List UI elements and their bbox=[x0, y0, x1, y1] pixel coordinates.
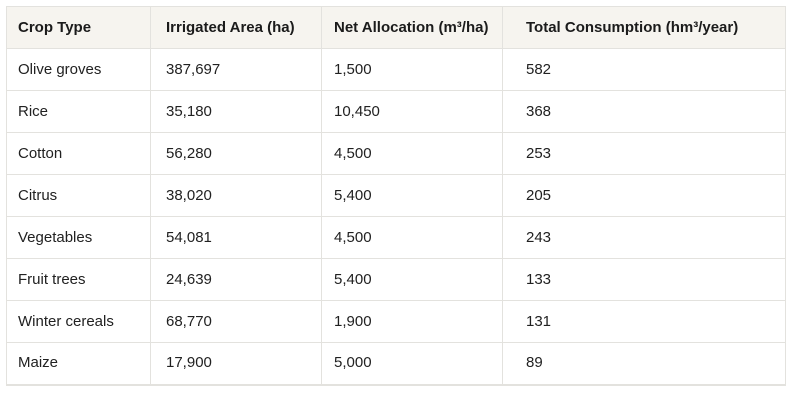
col-header-total-consumption: Total Consumption (hm³/year) bbox=[502, 6, 786, 49]
cell-total-consumption: 89 bbox=[502, 342, 786, 385]
table-row: Citrus 38,020 5,400 205 bbox=[6, 174, 786, 217]
cell-net-allocation: 4,500 bbox=[321, 132, 503, 175]
cell-irrigated-area: 38,020 bbox=[150, 174, 322, 217]
cell-irrigated-area: 56,280 bbox=[150, 132, 322, 175]
table-row: Maize 17,900 5,000 89 bbox=[6, 342, 786, 385]
cell-net-allocation: 5,400 bbox=[321, 174, 503, 217]
cell-total-consumption: 253 bbox=[502, 132, 786, 175]
crop-water-use-table: Crop Type Irrigated Area (ha) Net Alloca… bbox=[6, 6, 786, 386]
cell-irrigated-area: 24,639 bbox=[150, 258, 322, 301]
cell-crop-type: Rice bbox=[6, 90, 151, 133]
cell-total-consumption: 131 bbox=[502, 300, 786, 343]
cell-irrigated-area: 68,770 bbox=[150, 300, 322, 343]
cell-irrigated-area: 387,697 bbox=[150, 48, 322, 91]
table-row: Winter cereals 68,770 1,900 131 bbox=[6, 300, 786, 343]
cell-crop-type: Citrus bbox=[6, 174, 151, 217]
table-row: Olive groves 387,697 1,500 582 bbox=[6, 48, 786, 91]
cell-net-allocation: 1,500 bbox=[321, 48, 503, 91]
cell-crop-type: Maize bbox=[6, 342, 151, 385]
cell-total-consumption: 205 bbox=[502, 174, 786, 217]
cell-total-consumption: 582 bbox=[502, 48, 786, 91]
col-header-crop-type: Crop Type bbox=[6, 6, 151, 49]
cell-crop-type: Winter cereals bbox=[6, 300, 151, 343]
table-row: Fruit trees 24,639 5,400 133 bbox=[6, 258, 786, 301]
cell-net-allocation: 5,400 bbox=[321, 258, 503, 301]
col-header-irrigated-area: Irrigated Area (ha) bbox=[150, 6, 322, 49]
cell-total-consumption: 243 bbox=[502, 216, 786, 259]
cell-crop-type: Fruit trees bbox=[6, 258, 151, 301]
cell-net-allocation: 5,000 bbox=[321, 342, 503, 385]
cell-crop-type: Cotton bbox=[6, 132, 151, 175]
cell-irrigated-area: 54,081 bbox=[150, 216, 322, 259]
cell-irrigated-area: 35,180 bbox=[150, 90, 322, 133]
cell-total-consumption: 368 bbox=[502, 90, 786, 133]
table-row: Vegetables 54,081 4,500 243 bbox=[6, 216, 786, 259]
table-row: Cotton 56,280 4,500 253 bbox=[6, 132, 786, 175]
cell-irrigated-area: 17,900 bbox=[150, 342, 322, 385]
cell-crop-type: Vegetables bbox=[6, 216, 151, 259]
col-header-net-allocation: Net Allocation (m³/ha) bbox=[321, 6, 503, 49]
cell-total-consumption: 133 bbox=[502, 258, 786, 301]
cell-crop-type: Olive groves bbox=[6, 48, 151, 91]
header-row: Crop Type Irrigated Area (ha) Net Alloca… bbox=[6, 6, 786, 49]
cell-net-allocation: 1,900 bbox=[321, 300, 503, 343]
crop-water-table-container: Crop Type Irrigated Area (ha) Net Alloca… bbox=[6, 6, 786, 386]
cell-net-allocation: 10,450 bbox=[321, 90, 503, 133]
cell-net-allocation: 4,500 bbox=[321, 216, 503, 259]
table-row: Rice 35,180 10,450 368 bbox=[6, 90, 786, 133]
